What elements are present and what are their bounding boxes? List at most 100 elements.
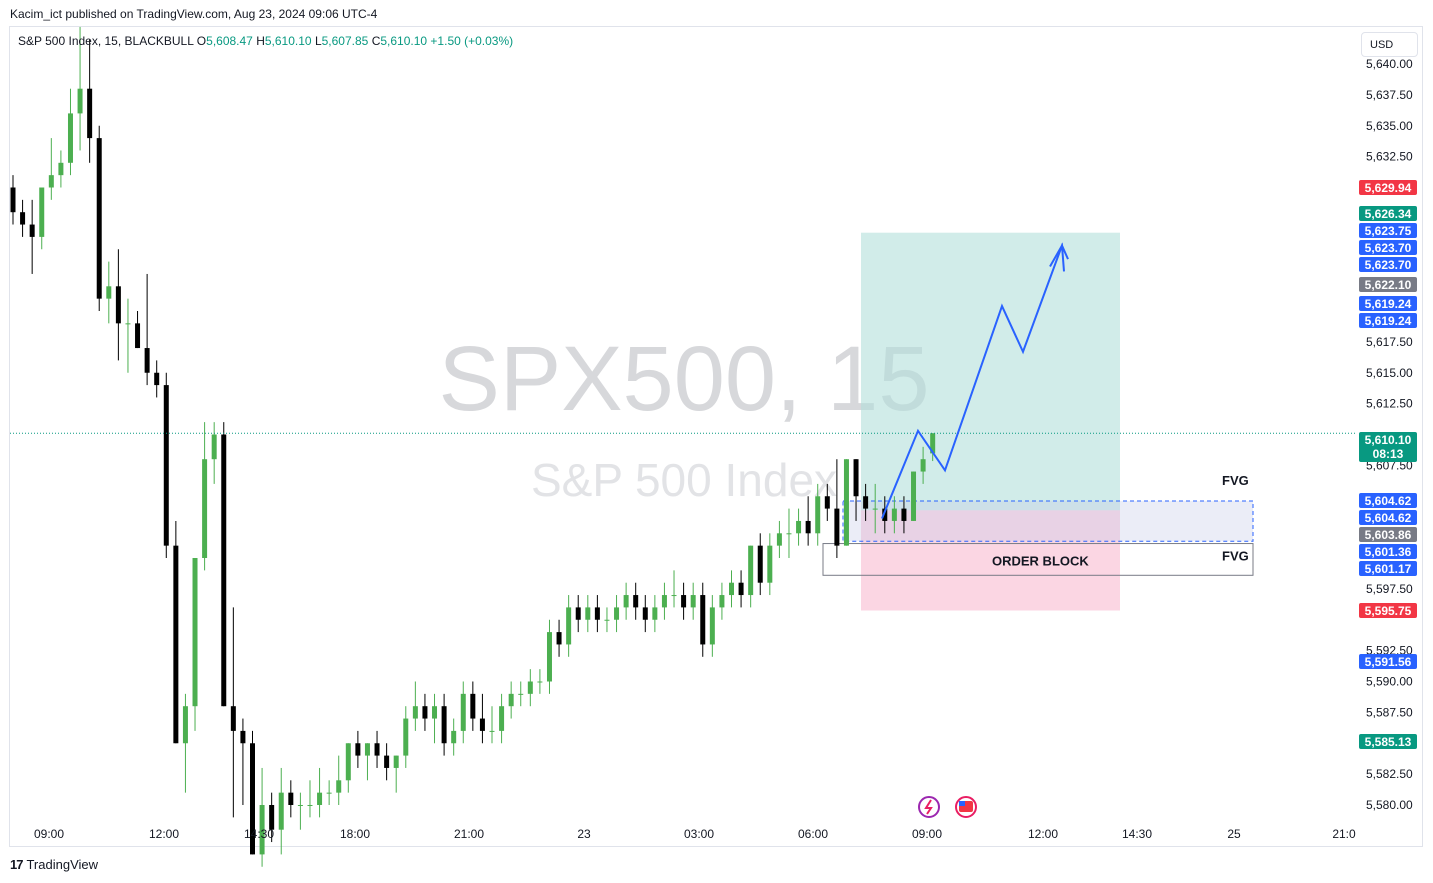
candle-body[interactable] (163, 385, 169, 546)
candle-body[interactable] (470, 693, 476, 719)
candle-body[interactable] (115, 286, 121, 324)
candle-body[interactable] (633, 595, 639, 608)
candle-body[interactable] (901, 508, 907, 521)
candle-body[interactable] (326, 792, 332, 794)
candle-body[interactable] (566, 607, 572, 645)
candle-body[interactable] (594, 607, 600, 620)
candle-body[interactable] (690, 595, 696, 608)
candle-body[interactable] (661, 595, 667, 608)
candle-body[interactable] (729, 582, 734, 596)
candle-body[interactable] (824, 496, 830, 509)
price-tag[interactable] (1359, 206, 1417, 221)
candle-body[interactable] (700, 595, 706, 645)
price-tag[interactable] (1359, 493, 1417, 508)
candle-body[interactable] (489, 730, 495, 732)
candle-body[interactable] (748, 545, 754, 596)
price-tag[interactable] (1359, 603, 1417, 618)
candle-body[interactable] (930, 433, 936, 454)
candle-body[interactable] (575, 607, 581, 620)
candle-body[interactable] (911, 471, 917, 521)
candle-body[interactable] (240, 730, 246, 744)
candle-body[interactable] (278, 792, 284, 830)
candle-body[interactable] (106, 286, 112, 299)
candle-body[interactable] (48, 175, 54, 188)
candle-body[interactable] (451, 730, 457, 744)
candle-body[interactable] (230, 706, 236, 731)
candle-body[interactable] (479, 718, 485, 731)
candle-body[interactable] (843, 459, 849, 546)
candle-body[interactable] (87, 88, 93, 139)
candle-body[interactable] (432, 706, 438, 719)
candle-body[interactable] (39, 187, 45, 237)
price-tag[interactable] (1359, 432, 1417, 462)
price-tag[interactable] (1359, 561, 1417, 576)
candle-body[interactable] (355, 743, 361, 756)
candle-body[interactable] (738, 582, 744, 596)
candle-body[interactable] (250, 743, 255, 855)
candle-body[interactable] (412, 706, 418, 719)
candle-body[interactable] (920, 459, 926, 472)
candle-body[interactable] (317, 792, 323, 805)
candle-body[interactable] (671, 595, 677, 597)
candle-body[interactable] (269, 805, 275, 830)
price-tag[interactable] (1359, 527, 1417, 542)
candle-body[interactable] (154, 372, 160, 386)
candle-body[interactable] (77, 88, 83, 114)
candle-body[interactable] (202, 459, 208, 558)
candle-body[interactable] (393, 755, 399, 768)
candle-body[interactable] (527, 681, 533, 694)
candle-body[interactable] (307, 805, 313, 806)
candle-body[interactable] (872, 508, 878, 510)
target-zone[interactable] (861, 232, 1120, 511)
candle-body[interactable] (10, 187, 16, 213)
candle-body[interactable] (192, 558, 198, 707)
candle-body[interactable] (422, 706, 428, 719)
candle-body[interactable] (460, 693, 466, 731)
candle-body[interactable] (786, 533, 792, 535)
candle-body[interactable] (681, 595, 687, 608)
candle-body[interactable] (709, 607, 715, 645)
candle-body[interactable] (546, 632, 552, 682)
candle-body[interactable] (642, 607, 648, 620)
candle-body[interactable] (58, 162, 64, 176)
price-tag[interactable] (1359, 296, 1417, 311)
order-block-zone[interactable] (822, 543, 1254, 576)
candle-body[interactable] (815, 496, 821, 534)
candle-body[interactable] (623, 595, 629, 608)
candle-body[interactable] (441, 706, 447, 744)
candle-body[interactable] (182, 706, 188, 744)
price-tag[interactable] (1359, 277, 1417, 292)
candle-body[interactable] (67, 113, 73, 163)
candle-body[interactable] (891, 508, 897, 521)
candle-body[interactable] (211, 434, 217, 460)
candle-body[interactable] (556, 632, 562, 645)
candle-body[interactable] (20, 212, 26, 225)
price-tag[interactable] (1359, 240, 1417, 255)
candle-body[interactable] (345, 743, 351, 781)
candle-body[interactable] (757, 545, 763, 583)
candle-body[interactable] (364, 743, 370, 756)
candle-body[interactable] (805, 520, 811, 534)
fvg-zone[interactable] (842, 500, 1254, 542)
candle-body[interactable] (719, 595, 725, 608)
candle-body[interactable] (259, 805, 265, 855)
price-tag[interactable] (1359, 654, 1417, 669)
price-tag[interactable] (1359, 257, 1417, 272)
candle-body[interactable] (834, 508, 840, 546)
price-tag[interactable] (1359, 313, 1417, 328)
candle-body[interactable] (882, 508, 888, 521)
candle-body[interactable] (518, 693, 524, 695)
candle-body[interactable] (135, 323, 141, 349)
price-tag[interactable] (1359, 223, 1417, 238)
price-tag[interactable] (1359, 180, 1417, 195)
candle-body[interactable] (863, 496, 869, 509)
candle-body[interactable] (173, 545, 179, 744)
candle-body[interactable] (604, 619, 610, 621)
price-tag[interactable] (1359, 544, 1417, 559)
candle-body[interactable] (652, 607, 658, 620)
price-tag[interactable] (1359, 734, 1417, 749)
candle-body[interactable] (585, 607, 591, 620)
candle-body[interactable] (537, 681, 543, 683)
candle-body[interactable] (767, 545, 773, 583)
